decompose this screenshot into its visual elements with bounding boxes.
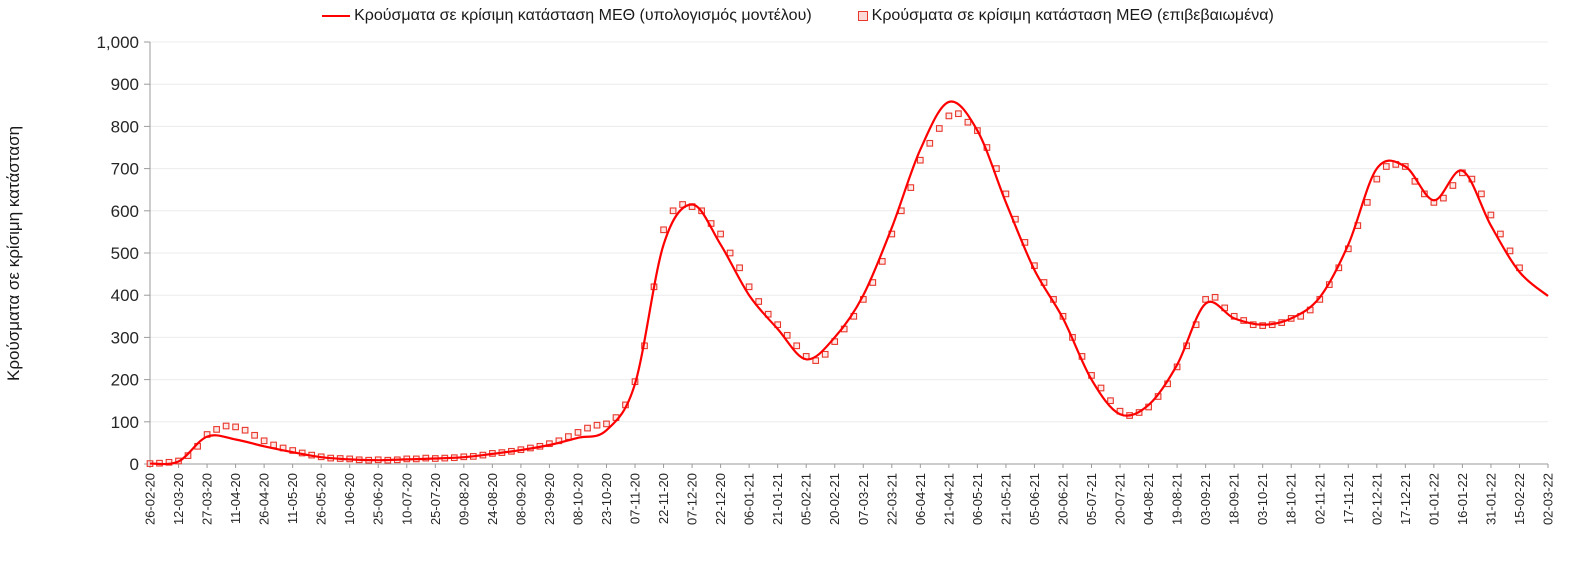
svg-text:27-03-20: 27-03-20: [200, 473, 215, 525]
svg-text:02-11-21: 02-11-21: [1312, 473, 1327, 524]
svg-text:20-02-21: 20-02-21: [827, 473, 842, 525]
legend-model-label: Κρούσματα σε κρίσιμη κατάσταση ΜΕΘ (υπολ…: [354, 7, 812, 24]
svg-text:26-04-20: 26-04-20: [257, 473, 272, 525]
svg-text:08-09-20: 08-09-20: [513, 473, 528, 525]
svg-text:17-12-21: 17-12-21: [1398, 473, 1413, 525]
legend-item-model: Κρούσματα σε κρίσιμη κατάσταση ΜΕΘ (υπολ…: [322, 7, 812, 25]
svg-text:16-01-22: 16-01-22: [1455, 473, 1470, 525]
svg-text:18-10-21: 18-10-21: [1284, 473, 1299, 525]
svg-text:22-11-20: 22-11-20: [656, 473, 671, 524]
svg-text:23-10-20: 23-10-20: [599, 473, 614, 525]
svg-text:09-08-20: 09-08-20: [456, 473, 471, 525]
svg-text:01-01-22: 01-01-22: [1426, 473, 1441, 525]
svg-text:11-05-20: 11-05-20: [285, 473, 300, 524]
svg-text:11-04-20: 11-04-20: [228, 473, 243, 524]
svg-text:31-01-22: 31-01-22: [1483, 473, 1498, 525]
svg-text:26-02-20: 26-02-20: [143, 473, 158, 525]
svg-text:300: 300: [111, 328, 139, 347]
svg-text:700: 700: [111, 160, 139, 179]
svg-text:21-05-21: 21-05-21: [998, 473, 1013, 525]
svg-text:17-11-21: 17-11-21: [1341, 473, 1356, 524]
svg-text:08-10-20: 08-10-20: [570, 473, 585, 525]
svg-text:25-07-20: 25-07-20: [428, 473, 443, 525]
svg-text:10-07-20: 10-07-20: [399, 473, 414, 525]
svg-text:19-08-21: 19-08-21: [1170, 473, 1185, 525]
svg-text:200: 200: [111, 371, 139, 390]
svg-text:0: 0: [130, 455, 139, 474]
svg-text:26-05-20: 26-05-20: [314, 473, 329, 525]
svg-text:07-12-20: 07-12-20: [685, 473, 700, 525]
svg-text:07-03-21: 07-03-21: [856, 473, 871, 525]
svg-text:21-01-21: 21-01-21: [770, 473, 785, 525]
svg-text:21-04-21: 21-04-21: [941, 473, 956, 525]
svg-text:900: 900: [111, 75, 139, 94]
svg-text:06-01-21: 06-01-21: [742, 473, 757, 525]
line-swatch-icon: [322, 15, 351, 17]
svg-text:25-06-20: 25-06-20: [371, 473, 386, 525]
svg-text:03-09-21: 03-09-21: [1198, 473, 1213, 525]
svg-text:18-09-21: 18-09-21: [1227, 473, 1242, 525]
svg-text:22-12-20: 22-12-20: [713, 473, 728, 525]
square-swatch-icon: [857, 11, 868, 21]
svg-text:24-08-20: 24-08-20: [485, 473, 500, 525]
svg-text:02-12-21: 02-12-21: [1369, 473, 1384, 525]
svg-text:04-08-21: 04-08-21: [1141, 473, 1156, 525]
svg-text:06-04-21: 06-04-21: [913, 473, 928, 525]
svg-text:800: 800: [111, 117, 139, 136]
svg-text:20-06-21: 20-06-21: [1055, 473, 1070, 525]
svg-text:05-06-21: 05-06-21: [1027, 473, 1042, 525]
svg-text:20-07-21: 20-07-21: [1113, 473, 1128, 525]
svg-text:23-09-20: 23-09-20: [542, 473, 557, 525]
svg-text:05-07-21: 05-07-21: [1084, 473, 1099, 525]
svg-text:100: 100: [111, 413, 139, 432]
svg-text:02-03-22: 02-03-22: [1541, 473, 1556, 525]
svg-text:600: 600: [111, 202, 139, 221]
svg-text:03-10-21: 03-10-21: [1255, 473, 1270, 525]
svg-text:500: 500: [111, 244, 139, 263]
chart-legend: Κρούσματα σε κρίσιμη κατάσταση ΜΕΘ (υπολ…: [0, 7, 1596, 25]
svg-text:12-03-20: 12-03-20: [171, 473, 186, 525]
svg-text:400: 400: [111, 286, 139, 305]
legend-confirmed-label: Κρούσματα σε κρίσιμη κατάσταση ΜΕΘ (επιβ…: [871, 7, 1274, 24]
legend-item-confirmed: Κρούσματα σε κρίσιμη κατάσταση ΜΕΘ (επιβ…: [857, 7, 1274, 25]
svg-text:22-03-21: 22-03-21: [884, 473, 899, 525]
svg-text:1,000: 1,000: [96, 33, 139, 52]
svg-text:05-02-21: 05-02-21: [799, 473, 814, 525]
svg-text:10-06-20: 10-06-20: [342, 473, 357, 525]
svg-text:06-05-21: 06-05-21: [970, 473, 985, 525]
svg-text:07-11-20: 07-11-20: [628, 473, 643, 524]
svg-text:15-02-22: 15-02-22: [1512, 473, 1527, 525]
